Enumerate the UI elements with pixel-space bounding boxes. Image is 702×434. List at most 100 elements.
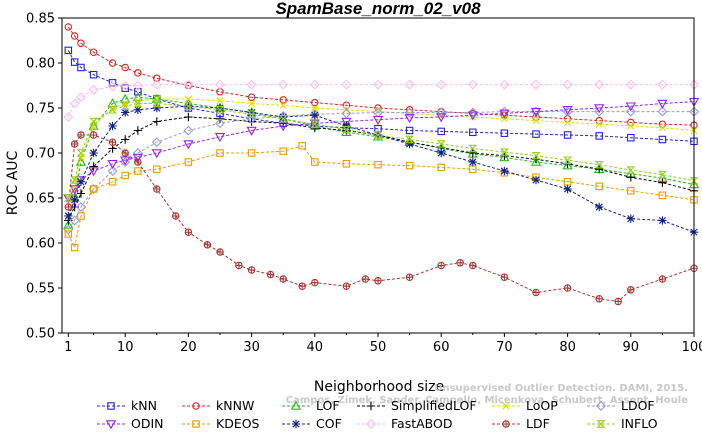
data-point-ldf (184, 228, 193, 236)
data-point-inflo (247, 110, 257, 119)
data-point-cof (500, 166, 509, 176)
data-point-loop (248, 99, 256, 108)
series-inflo (63, 99, 699, 202)
data-point-cof (437, 148, 446, 158)
y-tick-label: 0.70 (26, 147, 55, 162)
data-point-ldf (658, 275, 667, 283)
data-point-ldof (341, 108, 352, 119)
data-point-kdeos (89, 185, 98, 193)
y-tick-label: 0.60 (26, 237, 55, 252)
data-point-kdeos (279, 147, 287, 155)
data-point-inflo (63, 194, 73, 202)
data-point-cof (133, 105, 143, 114)
legend-marker-simplifiedlof (366, 401, 376, 411)
legend-marker-cof (291, 419, 301, 429)
data-point-ldf (342, 282, 351, 290)
data-point-odin (404, 114, 415, 124)
data-point-cof (247, 108, 256, 117)
data-point-ldf (108, 138, 117, 146)
data-point-cof (468, 157, 477, 167)
data-point-inflo (689, 177, 699, 185)
data-point-inflo (531, 151, 541, 160)
data-point-cof (121, 108, 130, 117)
data-point-inflo (108, 106, 118, 114)
data-point-kdeos (374, 160, 382, 169)
data-point-fastabod (107, 81, 118, 92)
legend-item-fastabod: FastABOD (357, 416, 453, 431)
data-point-knnw (279, 96, 287, 104)
legend-label: FastABOD (391, 416, 453, 431)
data-point-odin (594, 104, 605, 114)
data-point-kdeos (134, 167, 142, 175)
data-point-inflo (499, 148, 509, 156)
data-point-ldf (500, 273, 509, 281)
y-tick-label: 0.80 (26, 57, 55, 72)
data-point-simplifiedlof (658, 178, 667, 187)
data-point-inflo (215, 106, 225, 114)
data-point-lof (63, 219, 74, 229)
x-tick-label: 30 (243, 340, 260, 355)
legend-marker-loop (502, 402, 510, 410)
data-point-lof (372, 131, 384, 141)
data-point-kdeos (405, 161, 414, 170)
data-point-fastabod (69, 98, 80, 109)
data-point-ldf (405, 273, 414, 281)
data-point-ldf (266, 270, 275, 279)
data-point-loop (216, 97, 224, 105)
data-point-inflo (436, 140, 446, 148)
series-line-ldf (67, 134, 695, 303)
data-point-lof (562, 160, 573, 170)
x-axis-label: Neighborhood size (314, 379, 444, 395)
data-point-knn (658, 135, 667, 144)
data-point-ldof (404, 107, 415, 118)
data-point-fastabod (436, 79, 447, 90)
data-point-lof (530, 156, 542, 166)
series-odin (63, 97, 700, 204)
data-point-inflo (310, 120, 320, 128)
data-point-ldof (215, 118, 225, 129)
x-tick-label: 100 (682, 340, 702, 355)
data-point-simplifiedlof (76, 189, 86, 198)
data-point-loop (595, 120, 603, 128)
data-point-ldof (594, 106, 605, 117)
y-tick-label: 0.55 (26, 282, 55, 297)
y-tick-label: 0.50 (26, 327, 55, 342)
data-point-ldof (467, 107, 478, 118)
data-point-odin (88, 167, 99, 177)
data-point-inflo (626, 166, 636, 174)
data-point-fastabod (657, 79, 668, 90)
data-point-odin (657, 99, 668, 109)
data-point-knnw (64, 23, 73, 31)
data-point-fastabod (499, 79, 510, 90)
data-point-knnw (108, 59, 117, 67)
legend-marker-odin (105, 420, 117, 430)
data-point-inflo (468, 144, 478, 153)
data-point-kdeos (595, 182, 603, 191)
data-point-loop (184, 95, 192, 103)
data-point-knn (437, 127, 445, 136)
legend-item-knnw: kNNW (182, 398, 254, 413)
series-line-kdeos (67, 145, 695, 250)
data-point-knnw (121, 63, 129, 72)
data-point-cof (215, 103, 225, 113)
data-point-inflo (594, 160, 604, 169)
data-point-cof (89, 148, 98, 158)
data-point-ldf (134, 158, 142, 166)
data-point-loop (564, 118, 572, 126)
data-point-odin (499, 109, 510, 119)
data-point-kdeos (184, 158, 193, 166)
x-tick-label: 80 (559, 340, 576, 355)
legend-label: COF (316, 416, 342, 431)
data-point-odin (467, 111, 478, 121)
data-point-cof (595, 202, 604, 212)
data-point-ldof (75, 202, 86, 212)
data-point-lof (75, 156, 87, 166)
legend-item-kdeos: KDEOS (182, 416, 260, 431)
data-point-fastabod (373, 79, 383, 90)
data-point-fastabod (278, 79, 289, 90)
data-point-knn (64, 46, 73, 55)
legend-label: kNN (131, 398, 157, 413)
data-point-inflo (120, 102, 130, 110)
data-point-odin (436, 113, 447, 123)
data-point-ldf (70, 140, 79, 148)
